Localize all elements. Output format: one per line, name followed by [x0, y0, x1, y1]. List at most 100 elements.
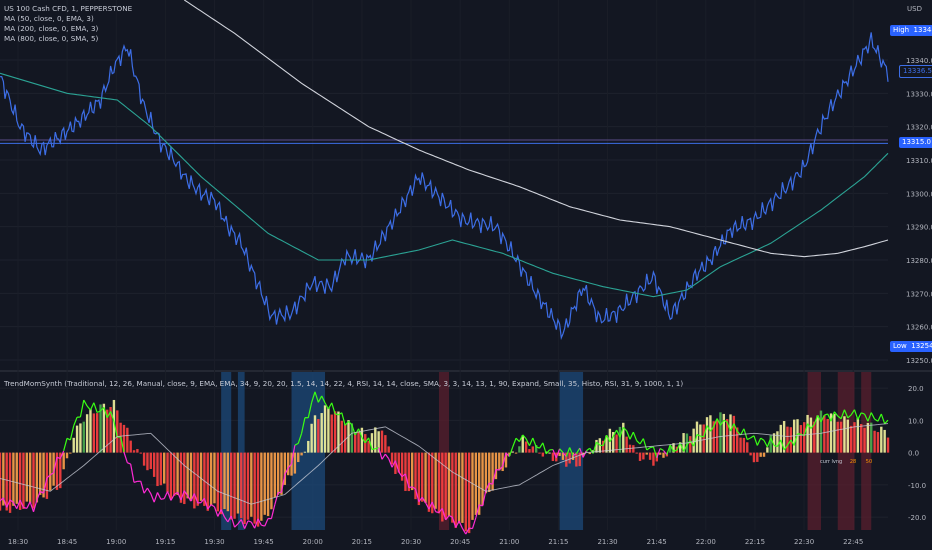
histogram-bar — [317, 419, 320, 453]
histogram-bar — [196, 452, 199, 506]
last-price-tag: 13336.5 — [899, 65, 932, 78]
oscillator-segment — [334, 413, 339, 416]
histogram-bar — [273, 452, 276, 498]
price-tick-label: 13340.0 — [906, 57, 932, 65]
histogram-bar — [467, 452, 471, 534]
histogram-bar — [146, 452, 149, 471]
oscillator-segment — [153, 492, 159, 503]
histogram-bar — [283, 452, 287, 485]
symbol-title[interactable]: US 100 Cash CFD, 1, PEPPERSTONE — [4, 4, 133, 13]
oscillator-segment — [130, 463, 135, 483]
osc-tick-label: -10.0 — [908, 482, 926, 490]
oscillator-segment — [23, 506, 27, 509]
oscillator-segment — [632, 431, 638, 441]
histogram-bar — [300, 452, 303, 456]
oscillator-segment — [622, 426, 628, 432]
time-tick-label: 20:45 — [450, 538, 470, 546]
histogram-bar — [464, 452, 467, 532]
oscillator-segment — [418, 497, 423, 503]
histogram-bar — [488, 452, 491, 493]
oscillator-segment — [270, 504, 276, 519]
histogram-bar — [333, 411, 337, 453]
oscillator-segment — [733, 423, 738, 432]
histogram-bar — [407, 452, 411, 492]
oscillator-segment — [756, 437, 762, 446]
oscillator-segment — [783, 445, 788, 451]
histogram-bar — [240, 452, 243, 519]
histogram-bar — [873, 430, 876, 453]
histogram-bar — [216, 452, 220, 512]
oscillator-segment — [39, 490, 44, 494]
oscillator-segment — [512, 437, 517, 448]
low-tag: Low 13254.0 — [890, 341, 932, 352]
histogram-bar — [5, 452, 8, 511]
oscillator-segment — [853, 409, 859, 420]
histogram-bar — [578, 452, 581, 467]
price-tick-label: 13250.0 — [906, 357, 932, 365]
histogram-bar — [219, 452, 223, 515]
time-tick-label: 21:45 — [647, 538, 667, 546]
histogram-bar — [199, 452, 203, 501]
histogram-bar — [541, 452, 545, 457]
oscillator-segment — [113, 421, 118, 438]
histogram-bar — [883, 429, 886, 453]
low-value: 13254.0 — [911, 342, 932, 350]
time-tick-label: 21:00 — [499, 538, 519, 546]
oscillator-segment — [562, 452, 567, 457]
histogram-bar — [457, 452, 461, 524]
oscillator-segment — [726, 421, 732, 432]
histogram-bar — [0, 452, 2, 511]
histogram-bar — [394, 452, 397, 474]
oscillator-segment — [612, 429, 618, 437]
oscillator-segment — [874, 418, 879, 422]
oscillator-segment — [6, 499, 11, 508]
oscillator-segment — [9, 499, 14, 503]
oscillator-segment — [278, 491, 282, 494]
histogram-bar — [203, 452, 206, 506]
oscillator-segment — [368, 437, 373, 450]
histogram-bar — [307, 440, 310, 453]
highlight-band — [861, 372, 872, 530]
oscillator-segment — [46, 474, 51, 479]
indicator-legend[interactable]: TrendMomSynth (Traditional, 12, 26, Manu… — [4, 379, 683, 389]
oscillator-segment — [693, 434, 698, 447]
oscillator-segment — [173, 491, 178, 495]
oscillator-segment — [331, 402, 336, 415]
ma800-legend[interactable]: MA (800, close, 0, SMA, 5) — [4, 34, 99, 43]
oscillator-segment — [700, 435, 704, 438]
histogram-bar — [421, 452, 424, 502]
histogram-bar — [149, 452, 152, 470]
histogram-bar — [28, 452, 32, 504]
ma200-legend[interactable]: MA (200, close, 0, EMA, 3) — [4, 24, 99, 33]
histogram-bar — [504, 452, 508, 468]
histogram-bar — [836, 421, 839, 453]
histogram-bar — [350, 423, 354, 453]
histogram-bar — [886, 437, 890, 453]
histogram-bar — [575, 452, 578, 467]
ma50-legend[interactable]: MA (50, close, 0, EMA, 3) — [4, 14, 94, 23]
histogram-bar — [35, 452, 39, 503]
histogram-bar — [561, 452, 565, 460]
histogram-bar — [280, 452, 283, 495]
oscillator-segment — [719, 419, 725, 426]
histogram-bar — [156, 452, 159, 487]
oscillator-segment — [498, 465, 504, 471]
time-tick-label: 21:15 — [548, 538, 568, 546]
histogram-bar — [695, 421, 699, 453]
oscillator-segment — [827, 413, 832, 422]
oscillator-segment — [863, 413, 869, 422]
oscillator-segment — [569, 447, 574, 456]
histogram-bar — [762, 452, 766, 457]
oscillator-segment — [371, 448, 376, 451]
histogram-bar — [166, 452, 169, 493]
histogram-bar — [565, 452, 568, 467]
oscillator-segment — [103, 407, 108, 418]
oscillator-segment — [626, 430, 631, 440]
histogram-bar — [615, 434, 618, 453]
indicator-title[interactable]: TrendMomSynth (Traditional, 12, 26, Manu… — [4, 379, 684, 388]
oscillator-segment — [351, 424, 356, 436]
histogram-bar — [652, 452, 655, 466]
histogram-bar — [719, 412, 722, 453]
oscillator-segment — [321, 395, 326, 404]
